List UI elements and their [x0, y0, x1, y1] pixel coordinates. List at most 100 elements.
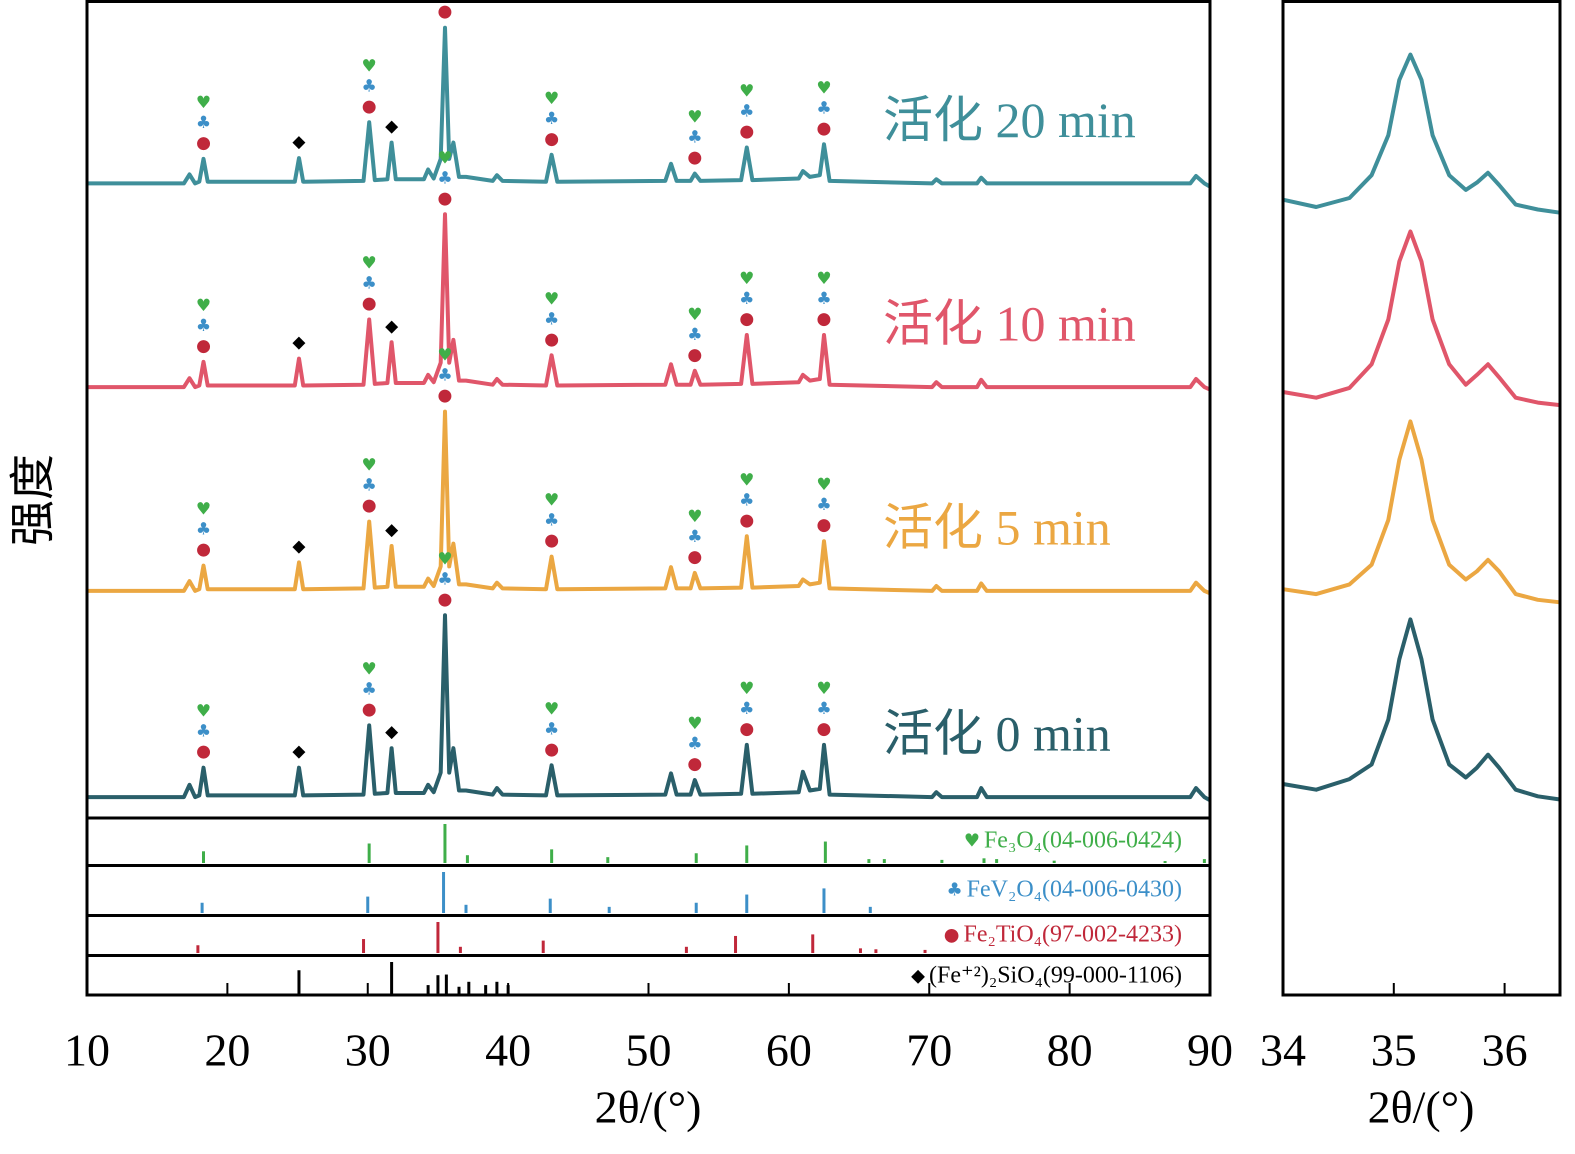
peak-marker: ● [362, 496, 377, 516]
peak-marker: ◆ [385, 117, 399, 137]
peak-marker: ♥ [687, 714, 702, 734]
peak-marker: ♥ [362, 659, 377, 679]
peak-marker: ♣ [687, 128, 702, 148]
peak-marker: ● [817, 118, 832, 138]
peak-marker: ♣ [544, 309, 559, 329]
peak-marker: ● [544, 129, 559, 149]
x-tick-label: 35 [1371, 1025, 1417, 1076]
series-line [87, 25, 1211, 189]
peak-marker: ♣ [816, 495, 831, 515]
peak-marker: ● [739, 719, 754, 739]
peak-marker: ◆ [292, 132, 306, 152]
peak-marker: ♣ [362, 76, 377, 96]
x-tick-label: 60 [766, 1025, 812, 1076]
x-axis-label: 2θ/(°) [1368, 1082, 1475, 1133]
reference-label: ● Fe₂TiO₄(97-002-4233) [944, 921, 1182, 947]
peak-marker: ◆ [292, 742, 306, 762]
peak-marker: ♥ [544, 289, 559, 309]
reference-symbol: ◆ [911, 966, 925, 987]
peak-marker: ● [817, 309, 832, 329]
peak-marker: ♥ [196, 296, 211, 316]
peak-marker: ● [687, 345, 702, 365]
peak-marker: ♥ [687, 108, 702, 128]
peak-marker: ◆ [385, 520, 399, 540]
peak-marker: ● [544, 329, 559, 349]
peak-marker: ◆ [292, 333, 306, 353]
peak-marker: ♥ [816, 679, 831, 699]
peak-marker: ♣ [362, 679, 377, 699]
peak-marker: ● [438, 589, 453, 609]
x-tick-label: 80 [1047, 1025, 1093, 1076]
peak-marker: ♥ [816, 475, 831, 495]
series-label: 活化 0 min [883, 706, 1111, 762]
peak-marker: ♣ [687, 527, 702, 547]
reference-text: Fe₃O₄(04-006-0424) [984, 827, 1182, 853]
peak-marker: ● [362, 699, 377, 719]
peak-marker: ♥ [544, 491, 559, 511]
peak-marker: ◆ [292, 536, 306, 556]
peak-marker: ♣ [196, 722, 211, 742]
peak-marker: ♣ [437, 569, 452, 589]
reference-text: Fe₂TiO₄(97-002-4233) [963, 921, 1182, 947]
reference-text: (Fe⁺²)₂SiO₄(99-000-1106) [929, 962, 1182, 988]
reference-label: ♣ FeV₂O₄(04-006-0430) [946, 876, 1182, 902]
peak-marker: ♣ [196, 316, 211, 336]
peak-marker: ♣ [196, 520, 211, 540]
peak-marker: ♥ [739, 679, 754, 699]
series-label: 活化 10 min [883, 296, 1136, 352]
peak-marker: ◆ [385, 722, 399, 742]
peak-marker: ♥ [362, 253, 377, 273]
peak-marker: ♣ [687, 734, 702, 754]
peak-marker: ♣ [544, 511, 559, 531]
peak-marker: ● [438, 2, 453, 22]
peak-marker: ♥ [687, 507, 702, 527]
peak-marker: ● [196, 336, 211, 356]
peak-marker: ● [817, 719, 832, 739]
series-line [87, 613, 1211, 803]
peak-marker: ♣ [816, 699, 831, 719]
peak-marker: ♥ [816, 78, 831, 98]
peak-marker: ♥ [196, 93, 211, 113]
peak-marker: ♣ [544, 109, 559, 129]
x-tick-label: 30 [345, 1025, 391, 1076]
peak-marker: ♣ [196, 113, 211, 133]
peak-marker: ♣ [816, 98, 831, 118]
x-tick-label: 50 [626, 1025, 672, 1076]
peak-marker: ♥ [362, 456, 377, 476]
x-tick-label: 34 [1260, 1025, 1306, 1076]
peak-marker: ♥ [739, 269, 754, 289]
series-line [1282, 617, 1561, 802]
x-tick-label: 36 [1482, 1025, 1528, 1076]
peak-marker: ♥ [816, 269, 831, 289]
peak-marker: ♣ [739, 490, 754, 510]
series-label: 活化 20 min [883, 92, 1136, 148]
peak-marker: ● [362, 96, 377, 116]
peak-marker: ♣ [437, 168, 452, 188]
x-axis-label: 2θ/(°) [595, 1082, 702, 1133]
peak-marker: ● [687, 148, 702, 168]
reference-symbol: ♥ [964, 831, 980, 852]
x-tick-label: 90 [1187, 1025, 1233, 1076]
x-tick-label: 70 [906, 1025, 952, 1076]
reference-symbol: ♣ [946, 880, 962, 901]
peak-marker: ● [817, 515, 832, 535]
series-label: 活化 5 min [883, 499, 1111, 555]
peak-marker: ♣ [544, 719, 559, 739]
x-tick-label: 10 [64, 1025, 110, 1076]
peak-marker: ● [739, 309, 754, 329]
peak-marker: ♣ [739, 102, 754, 122]
reference-text: FeV₂O₄(04-006-0430) [967, 876, 1182, 902]
reference-symbol: ● [944, 925, 960, 946]
peak-marker: ● [687, 547, 702, 567]
peak-marker: ♥ [687, 305, 702, 325]
reference-label: ◆ (Fe⁺²)₂SiO₄(99-000-1106) [911, 962, 1182, 988]
peak-marker: ♣ [362, 476, 377, 496]
series-line [87, 409, 1211, 596]
plot-frame [1281, 0, 1562, 997]
peak-marker: ● [438, 188, 453, 208]
peak-marker: ♣ [739, 289, 754, 309]
series-line [1282, 229, 1561, 408]
series-line [87, 212, 1211, 392]
y-axis-label: 强度 [8, 454, 59, 546]
